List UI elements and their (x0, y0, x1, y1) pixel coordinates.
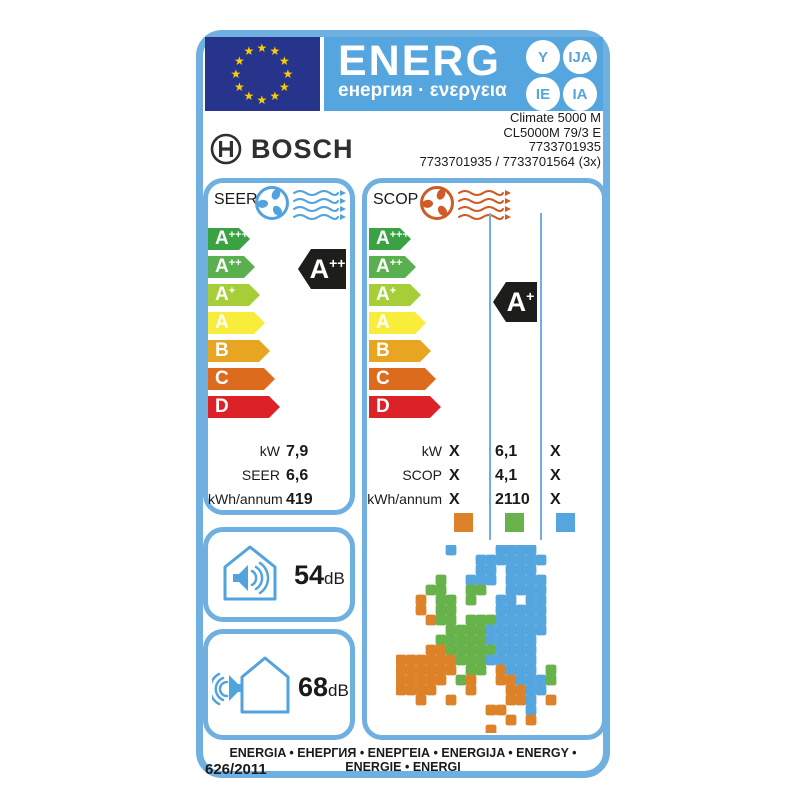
indoor-noise-value: 54dB (294, 560, 345, 590)
eu-star: ★ (233, 53, 245, 68)
climate-zone-divider (489, 213, 491, 540)
eu-star: ★ (279, 53, 290, 68)
badge-y: Y (526, 40, 560, 74)
heating-fan-icon (420, 186, 454, 220)
eu-flag: ★ ★ ★ ★ ★ ★ ★ ★ ★ ★ ★ ★ (205, 37, 320, 111)
indoor-noise-panel: 54dB (203, 527, 355, 622)
outdoor-noise-value: 68dB (298, 672, 349, 702)
indoor-sound-house-icon (223, 545, 277, 601)
product-line: 7733701935 (528, 139, 601, 154)
eu-star: ★ (279, 79, 290, 94)
product-line: CL5000M 79/3 E (503, 124, 601, 140)
class-arrow-B: B (208, 340, 270, 362)
class-arrow-A+++: A +++ (369, 228, 411, 250)
class-arrow-A+++: A +++ (208, 228, 250, 250)
eu-star: ★ (282, 66, 294, 81)
eu-star: ★ (256, 92, 268, 107)
seer-panel: SEER (203, 178, 355, 515)
airflow-waves-icon (293, 190, 346, 220)
seer-annum-row: kWh/annum 419 (208, 491, 313, 508)
outdoor-noise-panel: 68dB (203, 629, 355, 740)
seer-rating-arrow: A ++ (298, 249, 346, 289)
warm-zone-swatch (454, 513, 473, 532)
class-arrow-A++: A ++ (208, 256, 255, 278)
product-line: 7733701935 / 7733701564 (3x) (419, 153, 601, 169)
class-arrow-A: A (208, 312, 265, 334)
class-arrow-A++: A ++ (369, 256, 416, 278)
class-arrow-B: B (369, 340, 431, 362)
climate-zone-divider (540, 213, 542, 540)
airflow-waves-icon (458, 190, 511, 220)
energ-title-block: ENERG енергия · ενεργεια (338, 39, 507, 101)
bosch-armature-icon (210, 133, 242, 165)
class-arrow-D: D (208, 396, 280, 418)
scop-rating-arrow: A + (493, 282, 537, 322)
scop-annum-row: kWh/annum X 2110 X (367, 491, 561, 508)
badge-ia: IA (563, 77, 597, 111)
class-arrow-C: C (369, 368, 436, 390)
scop-value-row: SCOP X 4,1 X (402, 467, 561, 484)
eu-star: ★ (233, 79, 245, 94)
seer-title: SEER (214, 191, 258, 208)
eu-star: ★ (269, 89, 281, 104)
energy-words: ENERGIA • ЕНЕРГИЯ • ΕΝΕΡΓΕΙΑ • ENERGIJA … (229, 746, 577, 774)
class-arrow-C: C (208, 368, 275, 390)
seer-kw-row: kW 7,9 (259, 443, 309, 460)
cold-zone-swatch (556, 513, 575, 532)
scop-rating-sup: + (526, 288, 535, 304)
eu-star: ★ (243, 89, 255, 104)
bosch-logo: BOSCH (209, 132, 354, 166)
seer-value-row: SEER 6,6 (241, 467, 309, 484)
scop-efficiency-scale: A +++ A ++ A + A B C D (369, 228, 441, 424)
energy-label: ★ ★ ★ ★ ★ ★ ★ ★ ★ ★ ★ ★ ENERG енергия · ενεργεια Y … (196, 30, 610, 778)
energ-subtitle: енергия · ενεργεια (338, 80, 507, 101)
regulation-number: 626/2011 (205, 761, 267, 778)
badge-ie: IE (526, 77, 560, 111)
class-arrow-D: D (369, 396, 441, 418)
europe-map (396, 545, 557, 733)
brand-name: BOSCH (251, 133, 354, 164)
product-info: Climate 5000 M CL5000M 79/3 E 7733701935… (419, 110, 601, 169)
energ-banner: ENERG енергия · ενεργεια Y IJA IE IA (324, 37, 603, 111)
class-arrow-A+: A + (369, 284, 421, 306)
class-arrow-A+: A + (208, 284, 260, 306)
cooling-fan-icon (255, 186, 289, 220)
scop-kw-row: kW X 6,1 X (421, 443, 561, 460)
seer-efficiency-scale: A +++ A ++ A + A B C D (208, 228, 280, 424)
eu-star: ★ (269, 43, 281, 58)
badge-ija: IJA (563, 40, 597, 74)
scop-rating-letter: A (506, 287, 527, 317)
average-zone-swatch (505, 513, 524, 532)
outdoor-sound-house-icon (212, 656, 290, 714)
eu-star: ★ (256, 40, 268, 55)
eu-star: ★ (243, 43, 255, 58)
scop-panel: SCOP (362, 178, 607, 740)
eu-star: ★ (230, 66, 242, 81)
energ-word: ENERG (338, 37, 501, 85)
product-line: Climate 5000 M (509, 110, 601, 125)
energ-letter-badges: Y IJA IE IA (526, 40, 598, 111)
class-arrow-A: A (369, 312, 426, 334)
seer-rating-letter: A (309, 254, 330, 284)
scop-title: SCOP (373, 191, 419, 208)
seer-rating-sup: ++ (329, 255, 346, 271)
